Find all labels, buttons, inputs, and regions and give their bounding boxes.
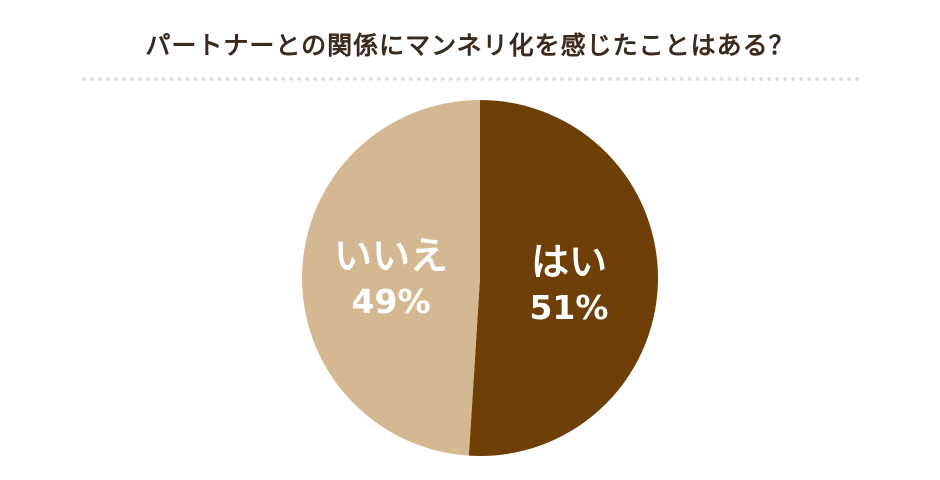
slice-label-0: はい — [531, 240, 607, 284]
pie-slices — [302, 100, 659, 456]
pie-slice-1 — [302, 100, 480, 456]
pie-labels: はい 51% いいえ 49% — [334, 234, 608, 327]
slice-value-label-1: 49% — [352, 282, 431, 321]
slice-value-label-0: 51% — [529, 288, 608, 327]
chart-title: パートナーとの関係にマンネリ化を感じたことはある？ — [145, 31, 795, 60]
slice-label-1: いいえ — [334, 234, 448, 278]
pie-slice-0 — [468, 100, 659, 456]
title-divider — [82, 77, 860, 81]
